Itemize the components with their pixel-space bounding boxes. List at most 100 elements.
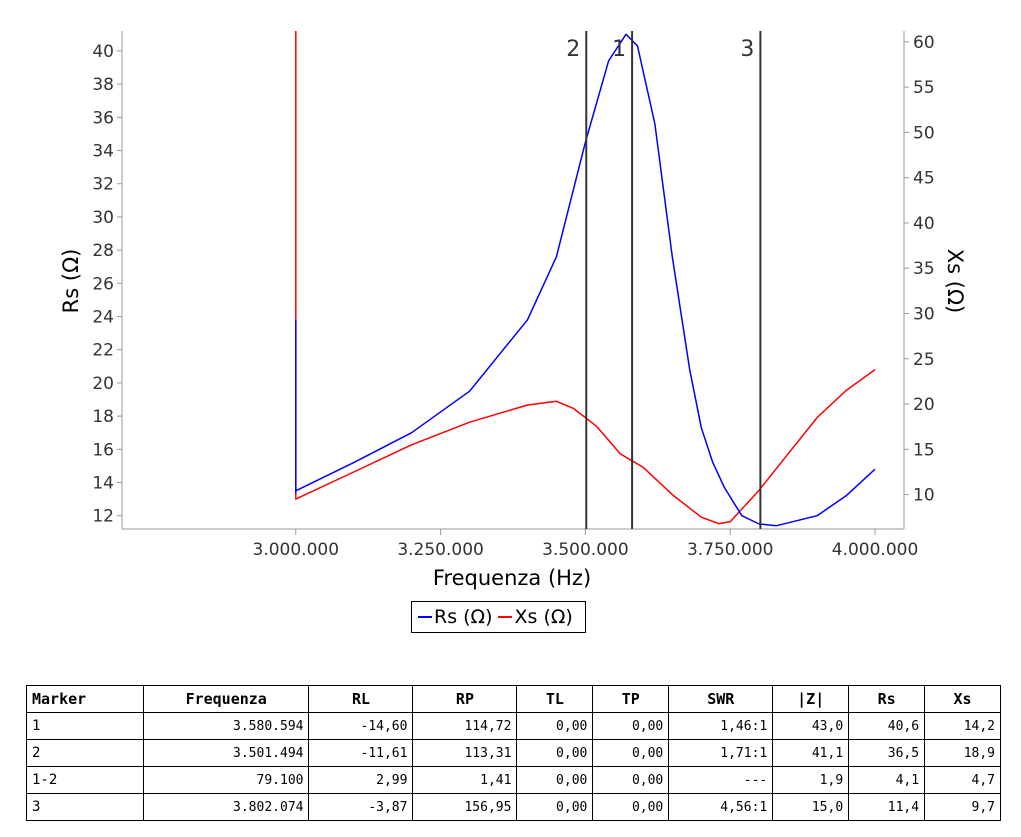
y-left-tick-label: 26 [92,274,114,294]
x-tick-label: 3.500.000 [542,540,629,560]
marker-label-3: 3 [740,37,754,62]
y-right-tick-label: 60 [913,33,935,53]
table-row: 1-2 79.100 2,99 1,41 0,00 0,00 --- 1,9 4… [26,766,1001,794]
header-frequenza: Frequenza [142,685,310,713]
table-row: 3 3.802.074 -3,87 156,95 0,00 0,00 4,56:… [26,793,1001,821]
header-tl: TL [516,685,594,713]
legend-swatch-rs [418,616,432,618]
header-z: |Z| [772,685,850,713]
header-marker: Marker [26,685,144,713]
header-tp: TP [592,685,670,713]
cell-swr: 1,71:1 [668,739,774,767]
cell-swr: 4,56:1 [668,793,774,821]
cell-swr: --- [668,766,774,794]
legend-label-rs: Rs (Ω) [434,606,493,628]
cell-tp: 0,00 [592,766,670,794]
y-left-tick-label: 20 [92,374,114,394]
marker-table: Marker Frequenza RL RP TL TP SWR |Z| Rs … [26,685,1001,821]
cell-marker: 1 [26,712,144,740]
header-rp: RP [412,685,518,713]
x-axis-label: Frequenza (Hz) [433,566,591,590]
cell-frequenza: 3.802.074 [142,793,310,821]
y-left-tick-label: 12 [92,507,114,527]
x-tick-label: 3.750.000 [687,540,774,560]
cell-frequenza: 3.501.494 [142,739,310,767]
y-left-axis-label: Rs (Ω) [59,249,83,314]
legend-item-xs: Xs (Ω) [498,606,573,628]
cell-marker: 2 [26,739,144,767]
cell-xs: 18,9 [924,739,1001,767]
cell-rl: -14,60 [308,712,414,740]
y-left-tick-label: 24 [92,308,114,328]
cell-xs: 4,7 [924,766,1001,794]
x-tick-label: 4.000.000 [832,540,919,560]
cell-rp: 156,95 [412,793,518,821]
header-rs: Rs [848,685,926,713]
y-right-tick-label: 25 [913,350,935,370]
y-right-axis-label: Xs (Ω) [943,249,967,313]
y-left-tick-label: 22 [92,341,114,361]
y-left-tick-label: 36 [92,108,114,128]
table-row: 2 3.501.494 -11,61 113,31 0,00 0,00 1,71… [26,739,1001,767]
header-rl: RL [308,685,414,713]
y-right-tick-label: 10 [913,486,935,506]
cell-tp: 0,00 [592,793,670,821]
cell-z: 1,9 [772,766,850,794]
cell-rp: 1,41 [412,766,518,794]
cell-xs: 14,2 [924,712,1001,740]
legend-item-rs: Rs (Ω) [418,606,492,628]
cell-rp: 114,72 [412,712,518,740]
cell-tp: 0,00 [592,739,670,767]
y-right-tick-label: 40 [913,214,935,234]
cell-rs: 4,1 [848,766,926,794]
y-left-tick-label: 16 [92,440,114,460]
y-right-tick-label: 45 [913,169,935,189]
cell-tp: 0,00 [592,712,670,740]
cell-rp: 113,31 [412,739,518,767]
y-right-tick-label: 15 [913,440,935,460]
y-left-tick-label: 18 [92,407,114,427]
cell-rl: 2,99 [308,766,414,794]
impedance-chart: 3.000.000 3.250.000 3.500.000 3.750.000 4.00… [59,31,967,590]
y-right-tick-label: 30 [913,305,935,325]
cell-marker: 3 [26,793,144,821]
y-left-tick-label: 32 [92,175,114,195]
cell-frequenza: 79.100 [142,766,310,794]
cell-z: 43,0 [772,712,850,740]
header-swr: SWR [668,685,774,713]
y-left-tick-label: 38 [92,75,114,95]
cell-tl: 0,00 [516,712,594,740]
marker-table-header: Marker Frequenza RL RP TL TP SWR |Z| Rs … [26,685,1001,713]
marker-label-2: 2 [566,37,580,62]
marker-label-1: 1 [612,37,626,62]
chart-legend: Rs (Ω) Xs (Ω) [411,601,586,633]
cell-rs: 40,6 [848,712,926,740]
cell-rl: -3,87 [308,793,414,821]
x-tick-label: 3.250.000 [397,540,484,560]
y-right-tick-label: 20 [913,395,935,415]
y-left-tick-label: 34 [92,142,114,162]
cell-tl: 0,00 [516,739,594,767]
cell-marker: 1-2 [26,766,144,794]
y-left-tick-label: 40 [92,42,114,62]
cell-xs: 9,7 [924,793,1001,821]
y-left-tick-label: 14 [92,474,114,494]
cell-tl: 0,00 [516,766,594,794]
cell-tl: 0,00 [516,793,594,821]
y-right-tick-label: 50 [913,123,935,143]
legend-swatch-xs [498,616,513,618]
cell-rs: 36,5 [848,739,926,767]
series-line-rs [295,33,876,527]
cell-frequenza: 3.580.594 [142,712,310,740]
cell-swr: 1,46:1 [668,712,774,740]
cell-rs: 11,4 [848,793,926,821]
table-row: 1 3.580.594 -14,60 114,72 0,00 0,00 1,46… [26,712,1001,740]
y-right-tick-label: 35 [913,259,935,279]
y-right-tick-label: 55 [913,78,935,98]
cell-z: 41,1 [772,739,850,767]
y-left-tick-label: 28 [92,241,114,261]
y-left-tick-label: 30 [92,208,114,228]
x-tick-label: 3.000.000 [253,540,340,560]
legend-label-xs: Xs (Ω) [514,606,573,628]
header-xs: Xs [924,685,1001,713]
